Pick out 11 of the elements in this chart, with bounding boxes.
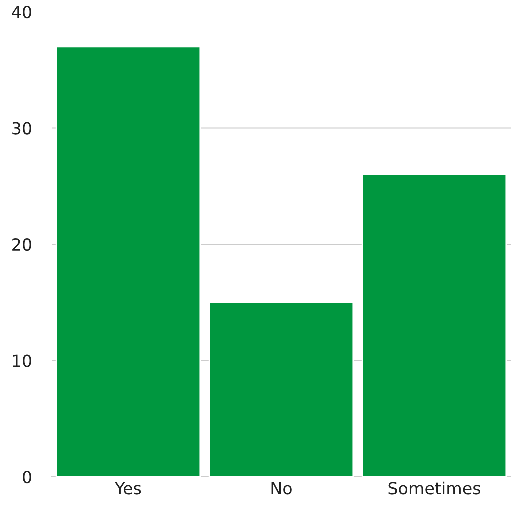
bar	[56, 46, 202, 477]
y-tick-label: 0	[23, 470, 32, 484]
bar	[208, 302, 354, 477]
y-tick-label: 20	[12, 238, 32, 252]
x-tick-label: No	[272, 482, 292, 495]
y-tick-label: 30	[12, 122, 32, 135]
y-tick-label: 10	[13, 354, 32, 368]
bar	[362, 174, 508, 477]
x-tick-label: Yes	[115, 482, 142, 495]
y-tick-label: 40	[12, 6, 32, 19]
x-tick-label: Sometimes	[388, 482, 480, 495]
